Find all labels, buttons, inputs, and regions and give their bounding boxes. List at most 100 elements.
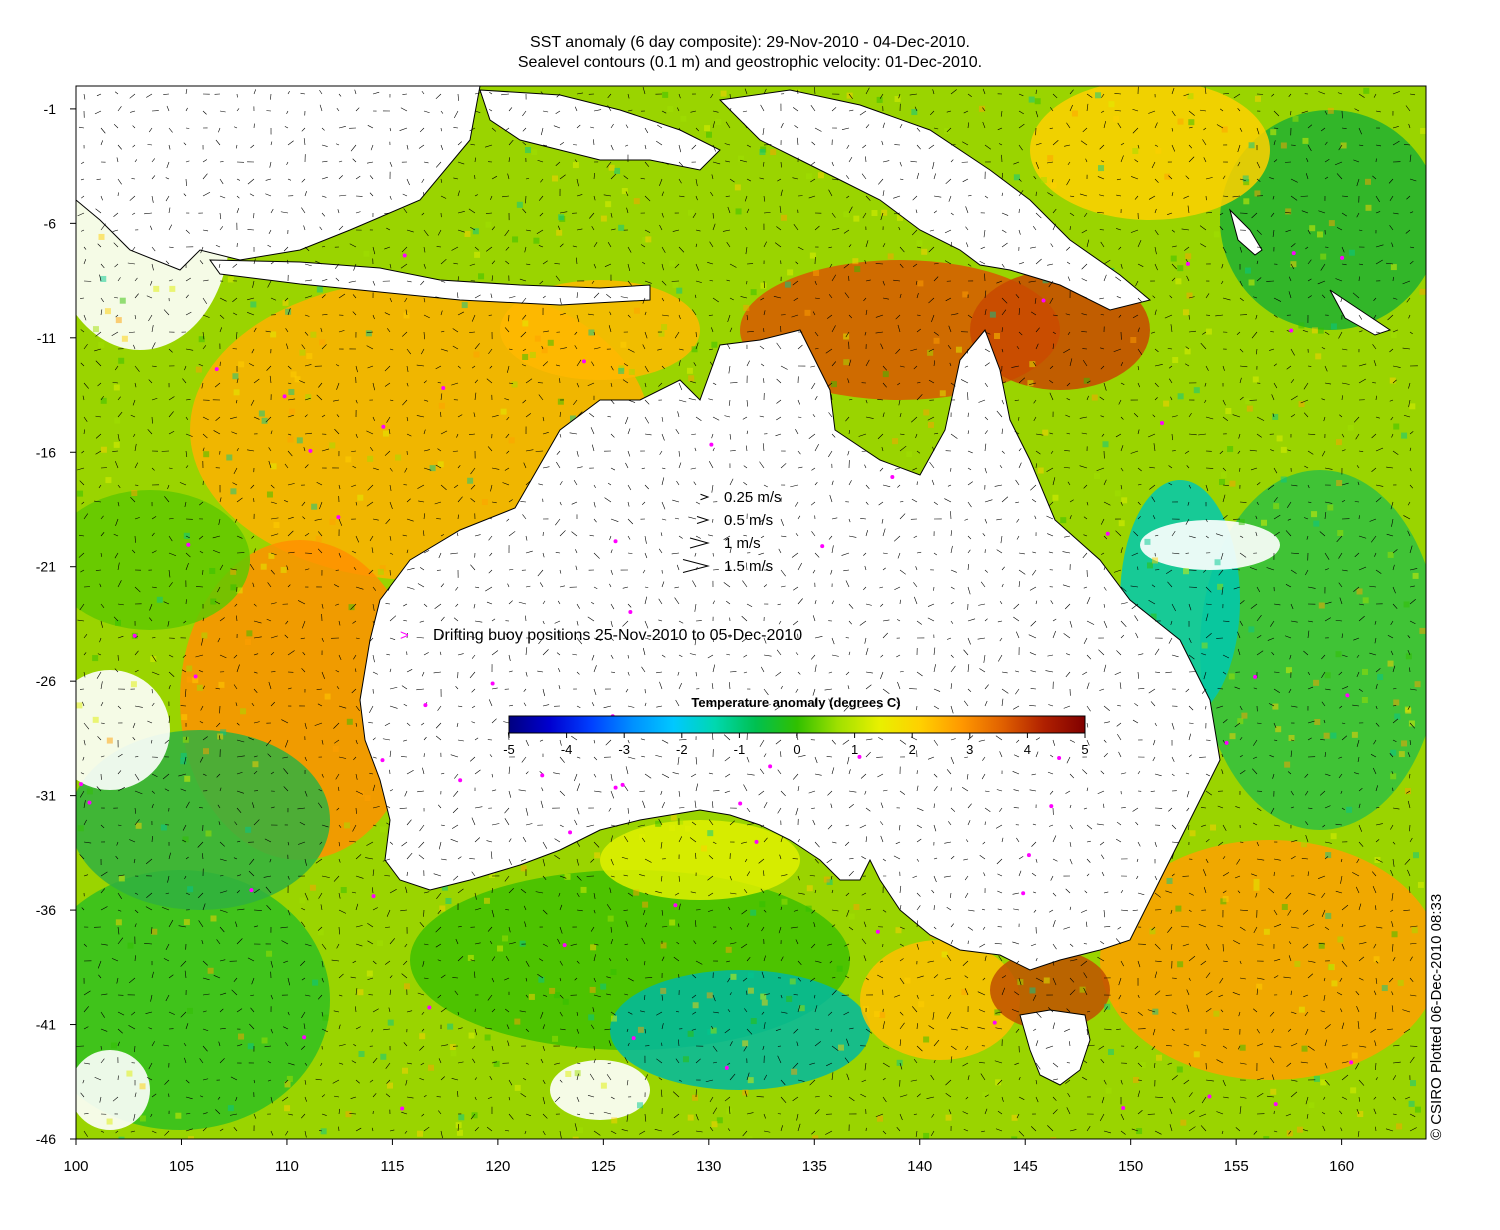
sst-speckle	[92, 655, 98, 661]
sst-speckle	[1363, 597, 1369, 603]
sst-speckle	[818, 172, 824, 178]
sst-speckle	[804, 310, 810, 316]
sst-speckle	[558, 399, 564, 405]
sst-speckle	[1050, 1137, 1056, 1143]
sst-speckle	[270, 331, 276, 337]
sst-speckle	[101, 447, 107, 453]
map-area[interactable]	[30, 80, 1440, 1143]
sst-speckle	[706, 132, 712, 138]
sst-speckle	[1239, 519, 1245, 525]
sst-speckle	[1254, 879, 1260, 885]
sst-speckle	[1132, 148, 1138, 154]
sst-speckle	[1178, 393, 1184, 399]
sst-speckle	[333, 746, 339, 752]
sst-speckle	[688, 1031, 694, 1037]
sst-speckle	[439, 403, 445, 409]
sst-speckle	[1393, 424, 1399, 430]
sst-speckle	[565, 1071, 571, 1077]
sst-speckle	[1365, 205, 1371, 211]
sst-speckle	[1177, 265, 1183, 271]
sst-speckle	[367, 971, 373, 977]
sst-speckle	[535, 336, 541, 342]
sst-speckle	[533, 238, 539, 244]
sst-speckle	[990, 312, 996, 318]
sst-speckle	[563, 999, 569, 1005]
sst-speckle	[184, 533, 190, 539]
sst-speckle	[1391, 332, 1397, 338]
sst-speckle	[319, 339, 325, 345]
sst-speckle	[1229, 481, 1235, 487]
sst-speckle	[838, 1045, 844, 1051]
sst-speckle	[1319, 603, 1325, 609]
sst-speckle	[169, 286, 175, 292]
sst-speckle	[1415, 681, 1421, 687]
sst-speckle	[618, 225, 624, 231]
sst-speckle	[883, 371, 889, 377]
sst-speckle	[246, 630, 252, 636]
sst-speckle	[289, 409, 295, 415]
sst-speckle	[78, 825, 84, 831]
sst-speckle	[1253, 376, 1259, 382]
sst-speckle	[614, 168, 620, 174]
sst-speckle	[760, 283, 766, 289]
sst-speckle	[250, 301, 256, 307]
sst-speckle	[787, 269, 793, 275]
sst-speckle	[151, 929, 157, 935]
sst-speckle	[259, 411, 265, 417]
sst-speckle	[762, 1000, 768, 1006]
sst-speckle	[1325, 913, 1331, 919]
sst-speckle	[262, 418, 268, 424]
sst-speckle	[1255, 96, 1261, 102]
sst-speckle	[187, 677, 193, 683]
sst-speckle	[530, 352, 536, 358]
sst-speckle	[735, 184, 741, 190]
sst-speckle	[1365, 179, 1371, 185]
sst-speckle	[111, 1043, 117, 1049]
sst-speckle	[748, 1077, 754, 1083]
sst-speckle	[962, 291, 968, 297]
sst-speckle	[1249, 280, 1255, 286]
sst-speckle	[770, 149, 776, 155]
sst-speckle	[377, 940, 383, 946]
sst-speckle	[450, 1050, 456, 1056]
sst-speckle	[1313, 680, 1319, 686]
sst-speckle	[252, 761, 258, 767]
sst-speckle	[1404, 601, 1410, 607]
sst-speckle	[136, 823, 142, 829]
sst-speckle	[786, 996, 792, 1002]
sst-speckle	[1190, 830, 1196, 836]
missing-data-patch	[70, 1050, 150, 1130]
sst-speckle	[1275, 726, 1281, 732]
sst-speckle	[1175, 278, 1181, 284]
sst-speckle	[918, 1001, 924, 1007]
sst-speckle	[1331, 833, 1337, 839]
sst-speckle	[1183, 568, 1189, 574]
sst-speckle	[742, 1040, 748, 1046]
sst-speckle	[363, 251, 369, 257]
sst-speckle	[217, 733, 223, 739]
sst-speckle	[114, 384, 120, 390]
sst-speckle	[806, 173, 812, 179]
sst-speckle	[605, 201, 611, 207]
sst-speckle	[1357, 588, 1363, 594]
sst-speckle	[934, 338, 940, 344]
sst-speckle	[748, 988, 754, 994]
sst-patch	[600, 820, 800, 900]
sst-speckle	[469, 1033, 475, 1039]
sst-speckle	[1401, 433, 1407, 439]
sst-speckle	[676, 288, 682, 294]
sst-speckle	[1167, 878, 1173, 884]
sst-speckle	[1175, 906, 1181, 912]
sst-speckle	[380, 826, 386, 832]
sst-speckle	[1243, 198, 1249, 204]
sst-speckle	[344, 822, 350, 828]
sst-speckle	[1029, 987, 1035, 993]
sst-speckle	[357, 989, 363, 995]
sst-speckle	[114, 417, 120, 423]
sst-speckle	[639, 834, 645, 840]
sst-speckle	[1309, 225, 1315, 231]
sst-speckle	[322, 1015, 328, 1021]
sst-speckle	[77, 491, 83, 497]
sst-speckle	[1206, 329, 1212, 335]
sst-speckle	[240, 708, 246, 714]
